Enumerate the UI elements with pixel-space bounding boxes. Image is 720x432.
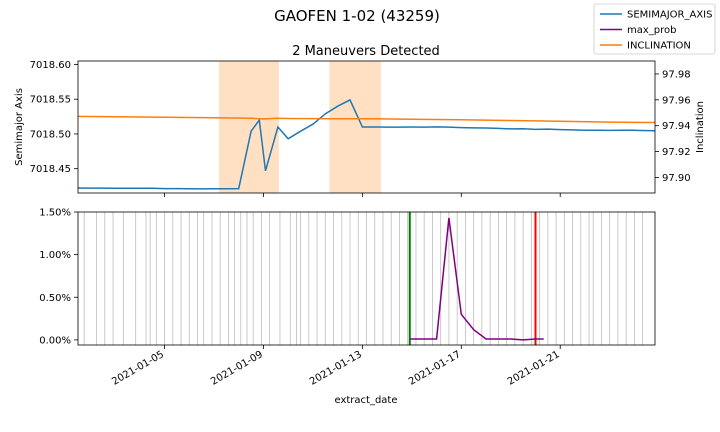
bottom-series [409, 217, 544, 341]
legend-label: max_prob [627, 25, 677, 36]
x-tick-label: 2021-01-05 [110, 349, 166, 388]
y-tick-label: 7018.45 [30, 164, 71, 175]
legend-label: SEMIMAJOR_AXIS [627, 10, 712, 21]
top-x-ticks [164, 193, 561, 197]
y-right-tick-label: 97.98 [662, 69, 691, 80]
top-right-y-ticks: 97.90 97.92 97.94 97.96 97.98 [655, 69, 691, 184]
legend: SEMIMAJOR_AXIS max_prob INCLINATION [593, 3, 716, 55]
legend-box [593, 3, 716, 55]
y-tick-label: 7018.60 [30, 60, 71, 71]
y-tick-label: 1.00% [39, 250, 71, 261]
top-axes-frame [77, 60, 656, 194]
event-lines [83, 212, 644, 345]
y-tick-label: 7018.55 [30, 95, 71, 106]
top-panel: 2 Maneuvers Detected 7018.457018.507018.… [14, 44, 706, 197]
top-panel-title: 2 Maneuvers Detected [292, 44, 440, 59]
top-right-y-label: Inclination [695, 101, 706, 153]
bottom-x-ticks: 2021-01-05 2021-01-09 2021-01-13 2021-01-17… [110, 345, 562, 388]
y-right-tick-label: 97.92 [662, 147, 691, 158]
bottom-y-ticks: 0.00% 0.50% 1.00% 1.50% [39, 208, 78, 346]
y-tick-label: 0.00% [39, 335, 71, 346]
series-inclination [77, 115, 656, 124]
x-tick-label: 2021-01-09 [209, 349, 265, 388]
maneuver-shade-1 [219, 61, 279, 193]
y-tick-label: 1.50% [39, 208, 71, 219]
marker-lines [408, 212, 537, 345]
top-series [77, 98, 656, 190]
bottom-panel: 0.00%0.50%1.00%1.50% 2021-01-05 2021-01-0… [39, 208, 656, 406]
series-max-prob [409, 217, 544, 341]
x-tick-label: 2021-01-13 [308, 349, 364, 388]
y-tick-label: 7018.50 [30, 129, 71, 140]
top-left-y-label: Semimajor Axis [14, 88, 25, 166]
x-tick-label: 2021-01-17 [407, 349, 463, 388]
y-right-tick-label: 97.94 [662, 121, 691, 132]
figure-title: GAOFEN 1-02 (43259) [274, 7, 440, 25]
series-semimajor-axis [77, 98, 656, 190]
top-left-y-ticks: 7018.45 7018.50 7018.55 7018.60 [30, 60, 78, 175]
y-tick-label: 0.50% [39, 293, 71, 304]
y-right-tick-label: 97.90 [662, 173, 691, 184]
legend-label: INCLINATION [627, 41, 691, 52]
bottom-axes-frame [77, 211, 656, 346]
maneuver-shades [219, 61, 381, 193]
y-right-tick-label: 97.96 [662, 95, 691, 106]
x-tick-label: 2021-01-21 [506, 349, 562, 388]
x-axis-label: extract_date [334, 395, 397, 406]
